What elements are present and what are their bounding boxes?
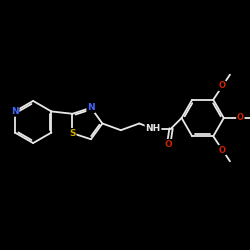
Text: O: O <box>219 146 226 154</box>
Text: S: S <box>69 129 76 138</box>
Text: O: O <box>237 114 244 122</box>
Text: O: O <box>165 140 172 149</box>
Text: N: N <box>11 107 19 116</box>
Text: N: N <box>87 103 95 112</box>
Text: O: O <box>219 82 226 90</box>
Text: NH: NH <box>146 124 161 133</box>
